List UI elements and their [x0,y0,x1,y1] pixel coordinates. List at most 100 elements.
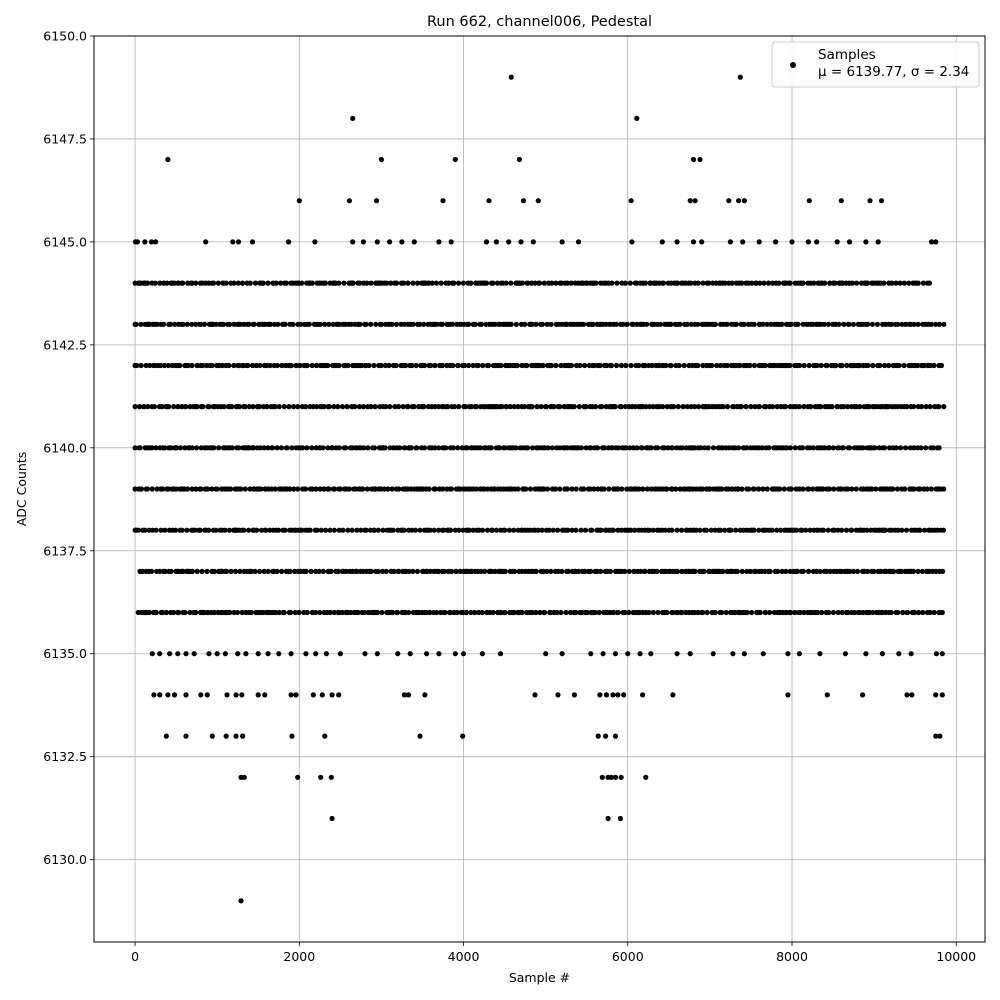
data-point [258,486,264,492]
data-point [939,609,945,616]
data-point [191,651,197,657]
data-point [478,568,484,575]
data-point [800,280,806,286]
data-point [749,280,755,286]
data-point [371,445,377,451]
data-point [928,321,934,327]
data-point [168,568,174,575]
x-tick-label: 0 [131,949,139,964]
data-point [571,692,578,698]
data-point [708,527,714,533]
data-point [443,445,449,451]
data-point [432,404,438,410]
data-point [836,321,842,327]
data-point [610,527,616,533]
data-point [426,486,432,492]
data-point [546,527,552,533]
data-point [668,362,674,369]
data-point [184,527,190,533]
data-point [228,486,234,492]
data-point [350,280,356,286]
data-point [575,568,582,575]
data-point [797,609,803,616]
data-point [915,280,921,286]
data-point [268,321,274,327]
data-point [843,527,850,533]
data-point [432,445,438,451]
data-point [494,280,500,286]
data-point [272,404,278,410]
data-point [168,445,174,451]
data-point [701,568,707,575]
data-point [452,651,458,657]
data-point [274,568,280,575]
data-point [860,692,866,698]
data-point [605,815,611,822]
data-point [317,609,323,616]
data-point [307,527,313,533]
data-point [863,239,869,245]
data-point [231,362,237,369]
data-point [245,362,251,369]
data-point [900,609,906,616]
y-tick-label: 6142.5 [43,337,87,352]
data-point [383,404,389,410]
data-point [769,527,775,533]
data-point [805,239,812,245]
data-point [506,527,512,533]
data-point [727,239,734,245]
data-point [838,486,845,492]
data-point [310,692,316,698]
data-point [209,733,215,739]
data-point [468,280,474,286]
data-point [756,404,763,410]
data-point [233,692,239,698]
data-point [336,445,342,451]
data-point [634,115,640,121]
data-point [260,280,266,286]
data-point [699,239,705,245]
data-point [279,568,285,575]
data-point [313,362,320,369]
data-point [766,445,772,451]
data-point [770,404,776,410]
data-point [735,486,741,492]
data-point [428,362,434,369]
data-point [714,362,720,369]
data-point [337,651,343,657]
data-point [800,568,807,575]
data-point [642,280,649,286]
data-point [206,527,212,533]
data-point [296,198,302,204]
data-point [241,527,247,533]
data-point [515,486,521,492]
data-point [845,404,851,410]
data-point [161,362,167,369]
data-point [931,362,937,369]
data-point [530,445,536,451]
data-point [529,609,535,616]
data-point [557,404,563,410]
data-point [639,445,645,451]
data-point [911,445,917,451]
y-tick-label: 6132.5 [43,749,87,764]
data-point [211,568,217,575]
data-point [569,527,575,533]
data-point [216,445,222,451]
data-point [627,280,633,286]
data-point [287,568,293,575]
data-point [814,362,820,369]
data-point [762,609,768,616]
data-point [741,198,748,204]
data-point [255,692,261,698]
data-point [436,651,442,657]
data-point [303,568,309,575]
data-point [246,527,252,533]
data-point [319,692,325,698]
data-point [647,404,653,410]
data-point [563,609,569,616]
data-point [764,486,770,492]
data-point [795,321,801,327]
data-point [806,362,812,369]
data-point [421,404,427,410]
